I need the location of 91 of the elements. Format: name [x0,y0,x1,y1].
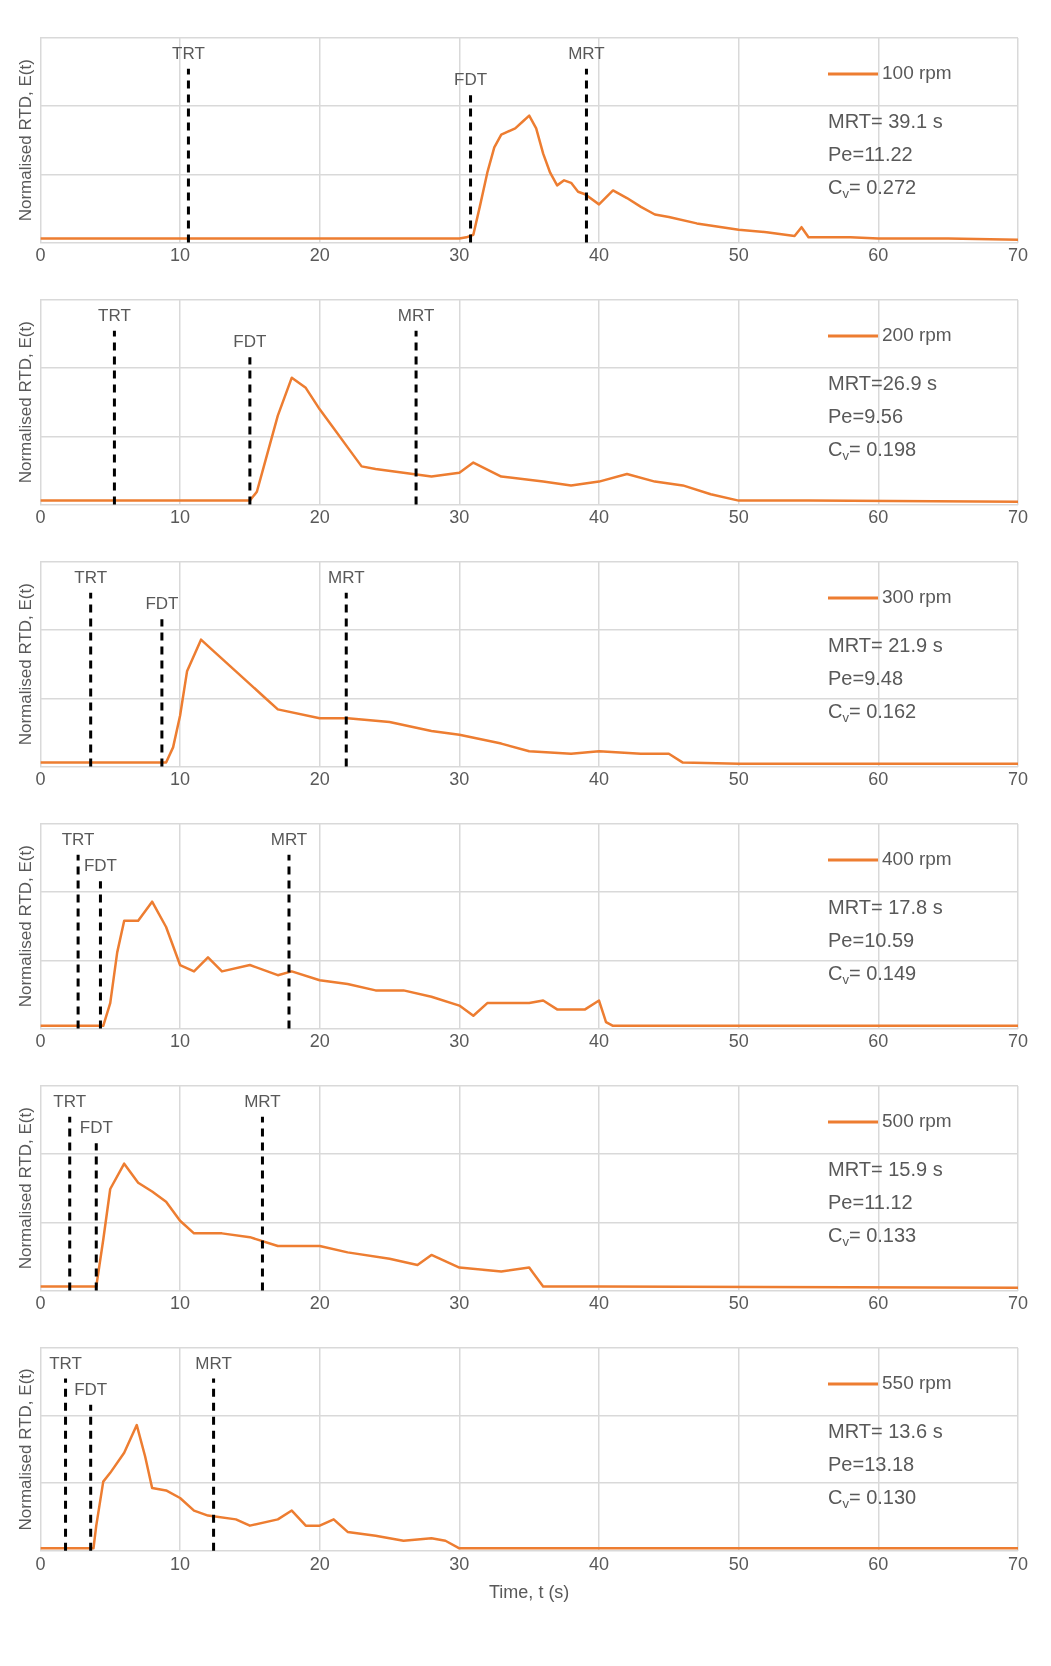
ref-line-label: TRT [61,829,95,849]
y-axis-title: Normalised RTD, E(t) [15,583,35,746]
x-tick-label: 20 [309,1553,330,1574]
annotation: MRT= 39.1 s [828,109,943,132]
x-tick-label: 30 [449,1031,470,1052]
x-tick-label: 50 [728,507,749,528]
x-tick-label: 20 [309,245,330,266]
x-axis-title: Time, t (s) [489,1582,570,1603]
x-tick-label: 0 [35,769,46,790]
x-tick-label: 10 [170,1293,191,1314]
legend-label: 400 rpm [882,848,952,870]
y-axis-title: Normalised RTD, E(t) [15,1368,35,1531]
x-tick-label: 50 [728,245,749,266]
ref-line-label: MRT [244,1091,281,1111]
legend-label: 550 rpm [882,1372,952,1394]
x-tick-label: 50 [728,1293,749,1314]
x-tick-label: 60 [868,1031,889,1052]
x-tick-label: 30 [449,769,470,790]
x-tick-label: 10 [170,507,191,528]
x-tick-label: 70 [1007,507,1029,528]
ref-line-label: TRT [98,305,131,325]
ref-line-label: FDT [233,332,267,352]
ref-line-label: TRT [172,43,205,63]
x-tick-label: 70 [1007,1293,1029,1314]
x-tick-label: 50 [728,1553,749,1574]
annotation: MRT=26.9 s [828,371,938,394]
x-tick-label: 10 [170,769,191,790]
x-tick-label: 60 [868,1293,889,1314]
annotation: Pe=10.59 [828,928,915,951]
x-tick-label: 50 [728,1031,749,1052]
x-tick-label: 10 [170,1553,191,1574]
ref-line-label: MRT [327,567,365,587]
annotation: MRT= 17.8 s [828,895,943,918]
x-tick-label: 40 [589,769,610,790]
x-tick-label: 0 [35,1553,46,1574]
x-tick-label: 30 [449,1293,470,1314]
x-tick-label: 0 [35,1293,46,1314]
x-tick-label: 70 [1007,1031,1029,1052]
y-axis-title: Normalised RTD, E(t) [15,59,35,222]
ref-line-label: MRT [270,829,308,849]
x-tick-label: 0 [35,245,46,266]
x-tick-label: 20 [309,1031,330,1052]
annotation: Pe=11.22 [828,142,913,165]
x-tick-label: 30 [449,507,470,528]
x-tick-label: 10 [170,245,191,266]
x-tick-label: 70 [1007,245,1029,266]
annotation: Pe=13.18 [828,1452,915,1475]
x-tick-label: 40 [589,1553,610,1574]
x-tick-label: 40 [589,1293,610,1314]
ref-line-label: FDT [83,856,117,876]
x-tick-label: 60 [868,245,889,266]
ref-line-label: FDT [454,70,488,90]
annotation: Pe=9.48 [828,666,904,689]
ref-line-label: FDT [74,1379,108,1399]
x-tick-label: 10 [170,1031,191,1052]
ref-line-label: MRT [397,305,435,325]
legend-label: 300 rpm [882,586,952,608]
x-tick-label: 0 [35,1031,46,1052]
ref-line-label: TRT [74,567,108,587]
ref-line-label: MRT [195,1353,232,1373]
x-tick-label: 30 [449,245,470,266]
x-tick-label: 40 [589,1031,610,1052]
ref-line-label: MRT [568,43,605,63]
x-tick-label: 20 [309,507,330,528]
ref-line-label: FDT [79,1118,113,1138]
y-axis-title: Normalised RTD, E(t) [15,845,35,1008]
legend-label: 200 rpm [882,324,952,346]
y-axis-title: Normalised RTD, E(t) [15,321,35,484]
x-tick-label: 70 [1007,1553,1029,1574]
ref-line-label: TRT [53,1091,87,1111]
x-tick-label: 0 [35,507,46,528]
x-tick-label: 30 [449,1553,470,1574]
annotation: MRT= 15.9 s [828,1157,943,1180]
ref-line-label: TRT [49,1353,82,1373]
x-tick-label: 40 [589,245,610,266]
x-tick-label: 60 [868,1553,889,1574]
annotation: Pe=9.56 [828,404,904,427]
x-tick-label: 40 [589,507,610,528]
annotation: Pe=11.12 [828,1190,913,1213]
ref-line-label: FDT [145,594,179,614]
x-tick-label: 70 [1007,769,1029,790]
legend-label: 100 rpm [882,62,952,84]
x-tick-label: 20 [309,769,330,790]
annotation: MRT= 21.9 s [828,633,943,656]
legend-label: 500 rpm [882,1110,952,1132]
x-tick-label: 50 [728,769,749,790]
x-tick-label: 20 [309,1293,330,1314]
y-axis-title: Normalised RTD, E(t) [15,1107,35,1270]
x-tick-label: 60 [868,769,889,790]
x-tick-label: 60 [868,507,889,528]
annotation: MRT= 13.6 s [828,1419,943,1442]
